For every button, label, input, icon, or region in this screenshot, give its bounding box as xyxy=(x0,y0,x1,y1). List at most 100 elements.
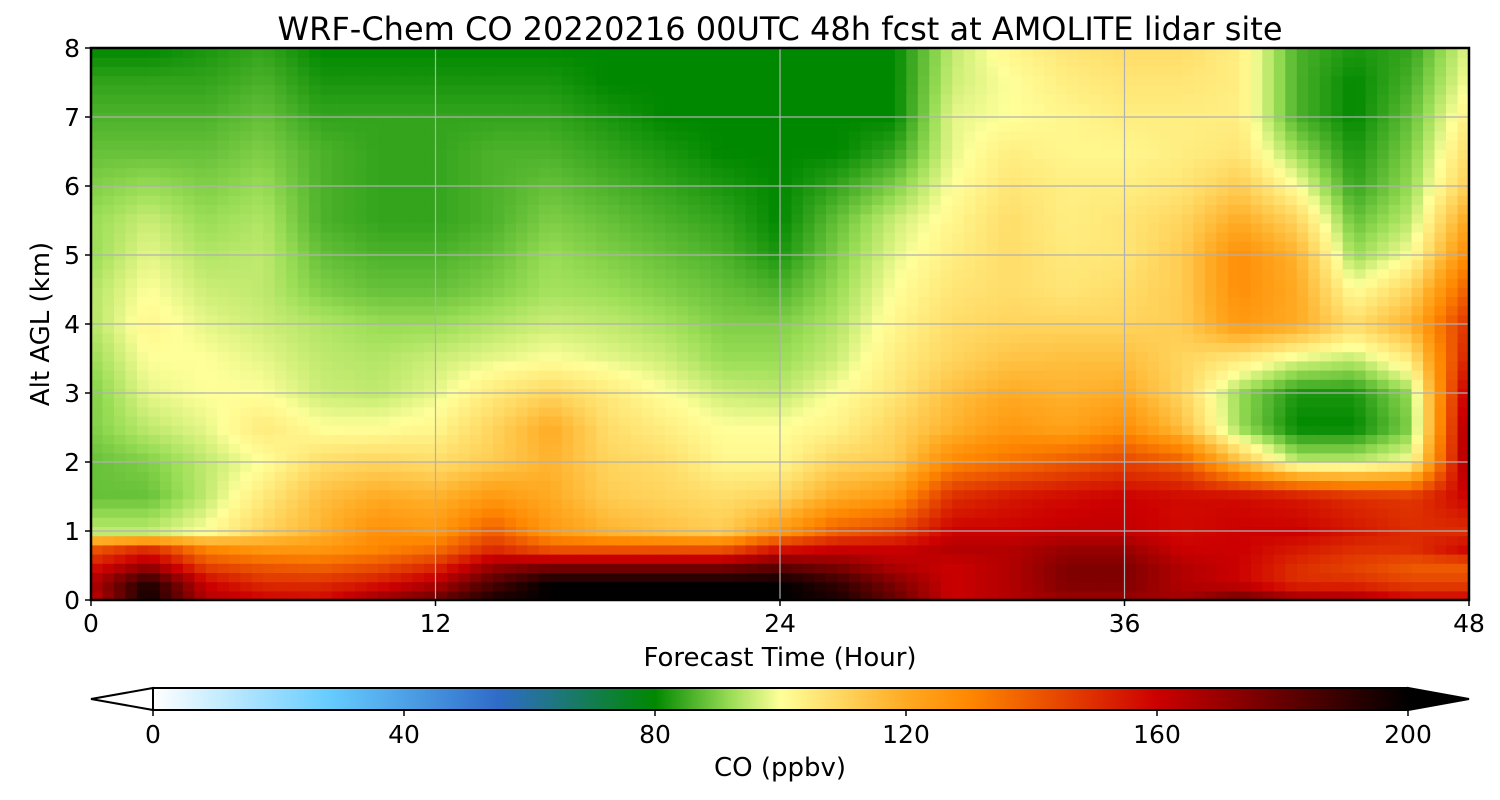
heatmap-cell xyxy=(1101,314,1114,325)
heatmap-cell xyxy=(194,241,207,251)
heatmap-cell xyxy=(1227,370,1240,380)
heatmap-cell xyxy=(1135,406,1149,417)
heatmap-cell xyxy=(711,222,724,233)
heatmap-cell xyxy=(1032,241,1045,251)
heatmap-cell xyxy=(1147,370,1160,380)
heatmap-cell xyxy=(1239,406,1252,417)
heatmap-cell xyxy=(1457,471,1469,481)
heatmap-cell xyxy=(642,563,655,573)
heatmap-cell xyxy=(1308,563,1321,573)
heatmap-cell xyxy=(527,480,540,491)
heatmap-cell xyxy=(515,342,528,353)
heatmap-cell xyxy=(217,544,230,555)
heatmap-cell xyxy=(538,508,551,518)
heatmap-cell xyxy=(1135,333,1149,343)
heatmap-cell xyxy=(332,517,345,527)
heatmap-cell xyxy=(113,517,127,527)
heatmap-cell xyxy=(802,232,816,242)
heatmap-cell xyxy=(711,287,724,297)
heatmap-cell xyxy=(1044,434,1057,445)
heatmap-cell xyxy=(550,241,563,251)
heatmap-cell xyxy=(1101,379,1114,389)
heatmap-cell xyxy=(1193,305,1206,316)
heatmap-cell xyxy=(963,416,976,426)
heatmap-cell xyxy=(1135,544,1149,555)
heatmap-cell xyxy=(1227,590,1240,600)
heatmap-cell xyxy=(1032,544,1045,555)
heatmap-cell xyxy=(722,416,735,426)
heatmap-cell xyxy=(171,406,184,417)
heatmap-cell xyxy=(113,287,127,297)
heatmap-cell xyxy=(538,287,551,297)
heatmap-cell xyxy=(1090,554,1103,564)
heatmap-cell xyxy=(584,342,597,353)
heatmap-cell xyxy=(1170,535,1183,546)
heatmap-cell xyxy=(1124,379,1137,389)
heatmap-cell xyxy=(297,259,310,270)
heatmap-cell xyxy=(1285,314,1298,325)
heatmap-cell xyxy=(492,590,505,600)
heatmap-cell xyxy=(1090,333,1103,343)
heatmap-cell xyxy=(825,462,839,472)
heatmap-cell xyxy=(412,222,425,233)
heatmap-cell xyxy=(688,498,701,509)
heatmap-cell xyxy=(194,278,207,288)
heatmap-cell xyxy=(734,462,747,472)
heatmap-cell xyxy=(734,443,747,454)
heatmap-cell xyxy=(1250,471,1263,481)
heatmap-cell xyxy=(492,333,505,343)
heatmap-cell xyxy=(1181,379,1194,389)
heatmap-cell xyxy=(1239,397,1252,408)
heatmap-cell xyxy=(1044,268,1057,279)
heatmap-cell xyxy=(699,397,712,408)
heatmap-cell xyxy=(1067,278,1080,288)
heatmap-cell xyxy=(1113,443,1126,454)
heatmap-cell xyxy=(894,471,907,481)
heatmap-cell xyxy=(860,416,873,426)
heatmap-cell xyxy=(1457,498,1469,509)
heatmap-cell xyxy=(1411,581,1424,592)
heatmap-cell xyxy=(1193,563,1206,573)
heatmap-cell xyxy=(1113,222,1126,233)
heatmap-cell xyxy=(159,590,172,600)
heatmap-cell xyxy=(711,370,724,380)
heatmap-cell xyxy=(745,213,758,224)
heatmap-cell xyxy=(1090,434,1103,445)
heatmap-cell xyxy=(1319,416,1332,426)
heatmap-cell xyxy=(1135,563,1149,573)
heatmap-cell xyxy=(1055,333,1068,343)
heatmap-cell xyxy=(1262,581,1275,592)
heatmap-cell xyxy=(469,581,483,592)
heatmap-cell xyxy=(446,544,460,555)
heatmap-cell xyxy=(883,241,896,251)
heatmap-cell xyxy=(986,452,999,463)
heatmap-cell xyxy=(1124,278,1137,288)
heatmap-cell xyxy=(125,351,138,362)
heatmap-cell xyxy=(1101,462,1114,472)
heatmap-cell xyxy=(883,296,896,307)
heatmap-cell xyxy=(435,480,448,491)
heatmap-cell xyxy=(780,379,793,389)
heatmap-cell xyxy=(1113,517,1126,527)
heatmap-cell xyxy=(309,489,322,500)
heatmap-cell xyxy=(1423,324,1436,334)
heatmap-cell xyxy=(481,572,494,583)
heatmap-cell xyxy=(1135,268,1149,279)
heatmap-cell xyxy=(378,296,391,307)
heatmap-cell xyxy=(527,370,540,380)
heatmap-cell xyxy=(619,471,632,481)
heatmap-cell xyxy=(240,443,253,454)
heatmap-cell xyxy=(1135,452,1149,463)
heatmap-cell xyxy=(952,471,965,481)
heatmap-cell xyxy=(791,324,804,334)
heatmap-cell xyxy=(1227,268,1240,279)
heatmap-cell xyxy=(1446,397,1459,408)
heatmap-cell xyxy=(205,406,218,417)
heatmap-cell xyxy=(1067,508,1080,518)
heatmap-cell xyxy=(125,554,138,564)
heatmap-cell xyxy=(1423,379,1436,389)
heatmap-cell xyxy=(446,590,460,600)
heatmap-cell xyxy=(1457,222,1469,233)
heatmap-cell xyxy=(1032,581,1045,592)
heatmap-cell xyxy=(412,370,425,380)
